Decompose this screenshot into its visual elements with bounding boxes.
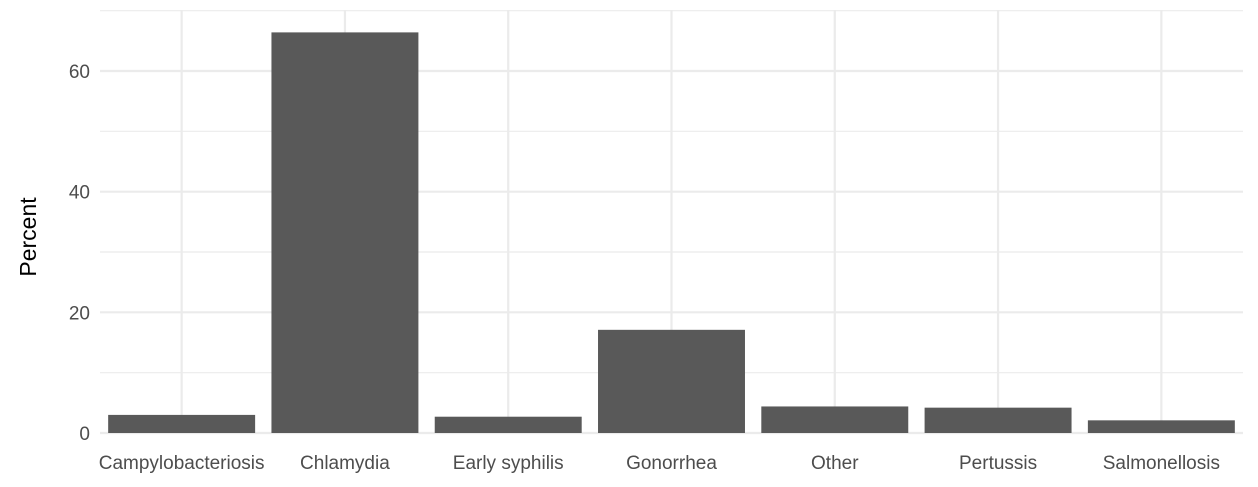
- x-tick-label: Pertussis: [959, 453, 1037, 474]
- x-tick-label: Chlamydia: [300, 453, 390, 474]
- y-axis-title: Percent: [15, 197, 41, 277]
- x-tick-label: Early syphilis: [453, 453, 564, 474]
- bar-campylobacteriosis: [108, 414, 256, 433]
- bar-chlamydia: [271, 32, 419, 434]
- x-tick-label: Gonorrhea: [626, 453, 717, 474]
- y-tick-label: 20: [69, 303, 90, 324]
- y-tick-label: 0: [79, 424, 90, 445]
- x-tick-label: Other: [811, 453, 859, 474]
- bars: [108, 32, 1235, 434]
- x-axis-ticks: Campylobacteriosis Chlamydia Early syphili…: [99, 453, 1220, 474]
- bar-salmonellosis: [1087, 420, 1235, 433]
- bar-gonorrhea: [598, 329, 745, 433]
- y-tick-label: 60: [69, 62, 90, 83]
- y-tick-label: 40: [69, 183, 90, 204]
- bar-other: [761, 406, 909, 433]
- bar-early-syphilis: [434, 416, 582, 433]
- x-tick-label: Salmonellosis: [1103, 453, 1220, 474]
- x-tick-label: Campylobacteriosis: [99, 453, 265, 474]
- bar-pertussis: [924, 407, 1072, 433]
- y-axis-ticks: 0 20 40 60: [69, 62, 90, 445]
